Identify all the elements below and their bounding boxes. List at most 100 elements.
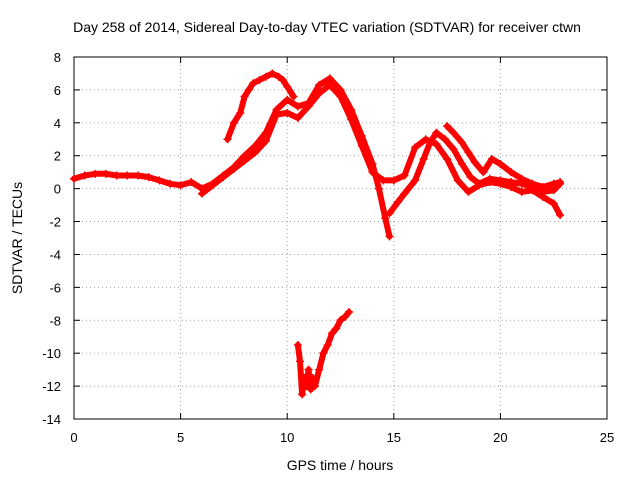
data-point	[496, 159, 505, 168]
data-point	[101, 169, 110, 178]
y-tick-label: 2	[54, 149, 61, 164]
data-point	[283, 82, 292, 91]
x-tick-label: 20	[493, 430, 507, 445]
data-point	[223, 135, 232, 144]
y-tick-label: 8	[54, 50, 61, 65]
data-point	[539, 182, 548, 191]
data-point	[556, 210, 565, 219]
data-point	[411, 143, 420, 152]
y-tick-label: 0	[54, 182, 61, 197]
data-point	[345, 308, 354, 317]
data-point	[133, 171, 142, 180]
series-segment-3	[223, 69, 298, 144]
data-point	[278, 76, 287, 85]
data-point	[464, 148, 473, 157]
series-trace	[444, 123, 564, 190]
series-segment-6	[293, 308, 354, 399]
y-tick-label: 6	[54, 83, 61, 98]
data-point	[466, 173, 475, 182]
series-segment-5	[443, 122, 565, 191]
y-tick-label: -4	[49, 247, 61, 262]
data-point	[381, 214, 390, 223]
data-point	[283, 95, 292, 104]
data-point	[244, 85, 253, 94]
plot-frame	[73, 56, 608, 420]
data-point	[385, 232, 394, 241]
series-segment-4	[385, 128, 565, 218]
data-point	[261, 72, 270, 81]
data-point	[298, 390, 307, 399]
data-point	[394, 197, 403, 206]
data-point	[443, 122, 452, 131]
data-point	[368, 168, 377, 177]
data-point	[421, 135, 430, 144]
data-point	[517, 187, 526, 196]
data-point	[293, 340, 302, 349]
data-point	[268, 69, 277, 78]
data-point	[304, 365, 313, 374]
y-tick-label: -14	[42, 412, 61, 427]
data-point	[240, 156, 249, 165]
data-point	[400, 171, 409, 180]
data-point	[385, 209, 394, 218]
data-point	[332, 324, 341, 333]
x-tick-label: 25	[600, 430, 614, 445]
data-point	[293, 113, 302, 122]
data-point	[255, 76, 264, 85]
data-point	[261, 136, 270, 145]
data-point	[443, 155, 452, 164]
x-tick-label: 0	[70, 430, 77, 445]
y-tick-label: -10	[42, 346, 61, 361]
data-point	[80, 171, 89, 180]
data-point	[197, 189, 206, 198]
data-point	[240, 92, 249, 101]
data-point	[249, 79, 258, 88]
data-point	[379, 176, 388, 185]
data-point	[389, 176, 398, 185]
y-axis-label: SDTVAR / TECUs	[9, 182, 25, 294]
data-point	[340, 312, 349, 321]
x-tick-label: 15	[387, 430, 401, 445]
data-point	[517, 174, 526, 183]
data-point	[283, 108, 292, 117]
data-point	[426, 138, 435, 147]
data-point	[315, 80, 324, 89]
data-point	[347, 115, 356, 124]
data-point	[470, 158, 479, 167]
data-point	[112, 171, 121, 180]
data-point	[144, 173, 153, 182]
chart-title: Day 258 of 2014, Sidereal Day-to-day VTE…	[73, 19, 581, 35]
data-point	[308, 373, 317, 382]
data-point	[176, 181, 185, 190]
data-point	[295, 357, 304, 366]
data-points	[70, 69, 565, 399]
y-tick-label: 4	[54, 116, 61, 131]
data-point	[419, 155, 428, 164]
x-tick-label: 10	[280, 430, 294, 445]
data-point	[464, 187, 473, 196]
data-point	[70, 174, 78, 183]
data-point	[479, 168, 488, 177]
data-point	[306, 385, 315, 394]
x-axis-label: GPS time / hours	[287, 457, 394, 473]
data-point	[549, 199, 558, 208]
data-point	[458, 138, 467, 147]
data-point	[274, 72, 283, 81]
data-point	[91, 169, 100, 178]
series-segment-2	[197, 80, 565, 219]
data-point	[336, 316, 345, 325]
data-point	[496, 176, 505, 185]
data-point	[251, 148, 260, 157]
data-point	[327, 329, 336, 338]
data-point	[272, 110, 281, 119]
data-point	[187, 178, 196, 187]
data-point	[236, 108, 245, 117]
data-point	[319, 349, 328, 358]
data-point	[310, 382, 319, 391]
x-tick-label: 5	[177, 430, 184, 445]
y-tick-label: -12	[42, 379, 61, 394]
data-point	[302, 382, 311, 391]
data-point	[293, 102, 302, 111]
data-point	[400, 189, 409, 198]
